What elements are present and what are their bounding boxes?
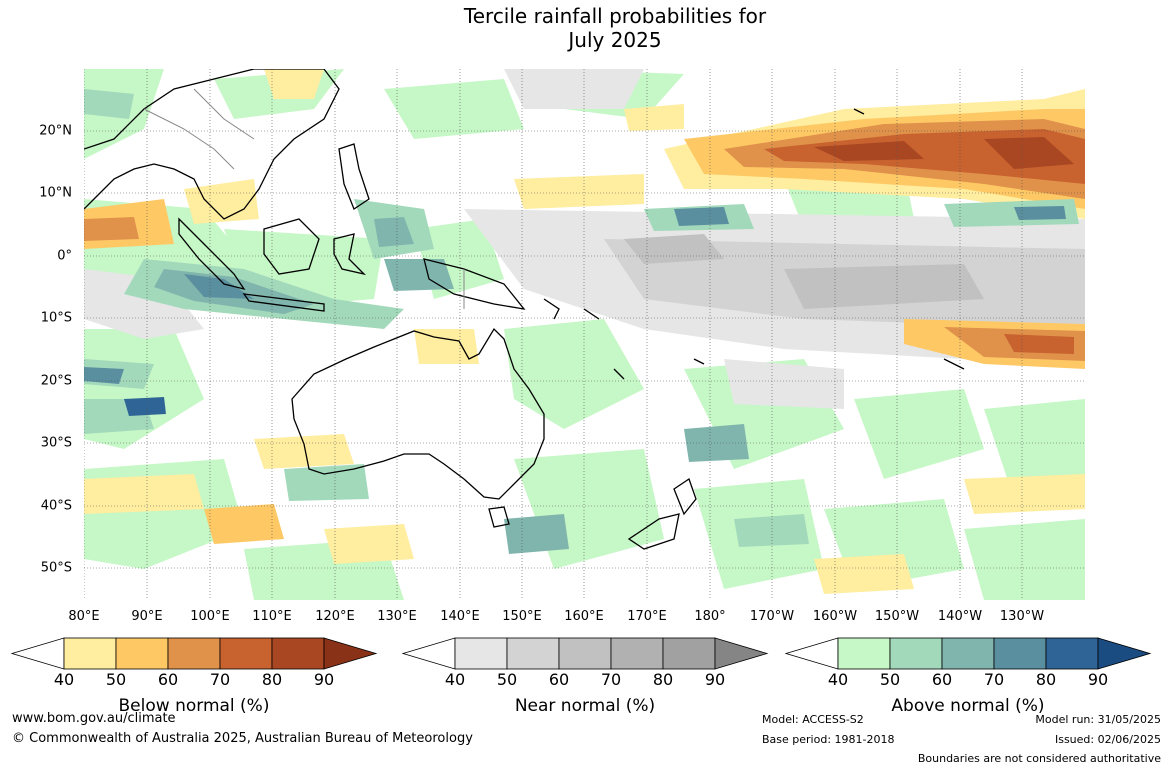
colorbar-tick-label: 50 — [496, 670, 518, 689]
map-gridlines — [84, 69, 1085, 600]
colorbar-tick-label: 80 — [261, 670, 283, 689]
colorbar-low-extension — [401, 637, 456, 670]
colorbar-tick-label: 40 — [444, 670, 466, 689]
latitude-label: 40°S — [40, 498, 72, 514]
longitude-label: 100°E — [190, 609, 230, 624]
latitude-label: 10°N — [39, 185, 72, 201]
colorbar-high-extension — [714, 637, 769, 670]
latitude-label: 10°S — [40, 310, 72, 326]
longitude-label: 160°E — [564, 609, 604, 624]
latitude-label: 20°S — [40, 373, 72, 389]
colorbar-segment — [1045, 637, 1099, 670]
longitude-label: 90°E — [131, 609, 163, 624]
colorbar-title: Below normal (%) — [118, 696, 270, 716]
latitude-label: 0° — [57, 248, 72, 264]
colorbar-tick-label: 80 — [652, 670, 674, 689]
colorbar-segment — [219, 637, 273, 670]
colorbar-tick-label: 40 — [827, 670, 849, 689]
colorbar-tick-label: 70 — [983, 670, 1005, 689]
longitude-label: 150°E — [502, 609, 542, 624]
colorbar-tick-label: 90 — [313, 670, 335, 689]
colorbar-segment — [454, 637, 508, 670]
colorbar-segment — [115, 637, 169, 670]
longitude-label: 140°E — [440, 609, 480, 624]
footer-copyright: © Commonwealth of Australia 2025, Austra… — [12, 731, 473, 746]
below-normal-regions — [84, 69, 1085, 594]
footer-issued: Issued: 02/06/2025 — [1054, 733, 1161, 746]
colorbar-tick-label: 90 — [1087, 670, 1109, 689]
footer-boundaries-note: Boundaries are not considered authoritat… — [917, 752, 1161, 765]
map-title-line-2: July 2025 — [568, 28, 662, 52]
colorbar-segment — [558, 637, 612, 670]
above-normal-strong-regions — [84, 89, 1079, 554]
colorbar — [401, 637, 769, 670]
longitude-label: 160°W — [812, 609, 858, 624]
colorbar-segment — [167, 637, 221, 670]
colorbar-high-extension — [1097, 637, 1152, 670]
footer-base-period: Base period: 1981-2018 — [762, 733, 895, 746]
longitude-label: 110°E — [252, 609, 292, 624]
colorbar-tick-label: 60 — [548, 670, 570, 689]
colorbar — [784, 637, 1152, 670]
longitude-label: 130°E — [377, 609, 417, 624]
colorbar-low-extension — [784, 637, 839, 670]
colorbar-segment — [271, 637, 325, 670]
longitude-label: 180° — [694, 609, 726, 624]
colorbar-segment — [506, 637, 560, 670]
colorbar-tick-label: 50 — [879, 670, 901, 689]
coastlines — [84, 69, 965, 550]
longitude-label: 120°E — [315, 609, 355, 624]
footer-model: Model: ACCESS-S2 — [762, 713, 864, 726]
colorbar-segment — [63, 637, 117, 670]
map-canvas — [84, 69, 1085, 600]
colorbar — [10, 637, 378, 670]
colorbar-tick-label: 40 — [53, 670, 75, 689]
country-borders — [143, 88, 465, 309]
colorbar-tick-label: 80 — [1035, 670, 1057, 689]
colorbar-segment — [993, 637, 1047, 670]
colorbar-tick-label: 50 — [105, 670, 127, 689]
longitude-label: 140°W — [937, 609, 983, 624]
latitude-label: 50°S — [40, 560, 72, 576]
colorbar-tick-label: 60 — [157, 670, 179, 689]
latitude-label: 20°N — [39, 123, 72, 139]
footer-model-run: Model run: 31/05/2025 — [1035, 713, 1161, 726]
footer-website[interactable]: www.bom.gov.au/climate — [12, 711, 176, 726]
colorbar-title: Above normal (%) — [891, 696, 1045, 716]
colorbar-graphic — [784, 637, 1152, 670]
longitude-label: 130°W — [999, 609, 1045, 624]
colorbar-tick-label: 60 — [931, 670, 953, 689]
colorbar-segment — [662, 637, 716, 670]
longitude-label: 170°W — [749, 609, 795, 624]
colorbar-segment — [889, 637, 943, 670]
colorbar-low-extension — [10, 637, 65, 670]
colorbar-graphic — [10, 637, 378, 670]
latitude-label: 30°S — [40, 435, 72, 451]
map-title-line-1: Tercile rainfall probabilities for — [463, 4, 767, 28]
colorbar-high-extension — [323, 637, 378, 670]
colorbar-segment — [837, 637, 891, 670]
longitude-label: 150°W — [874, 609, 920, 624]
colorbar-segment — [610, 637, 664, 670]
map-title: Tercile rainfall probabilities for July … — [0, 4, 1173, 52]
colorbar-title: Near normal (%) — [514, 696, 656, 716]
longitude-label: 170°E — [627, 609, 667, 624]
longitude-label: 80°E — [68, 609, 100, 624]
colorbar-segment — [941, 637, 995, 670]
probability-map — [84, 69, 1085, 600]
colorbar-tick-label: 70 — [209, 670, 231, 689]
colorbar-graphic — [401, 637, 769, 670]
colorbar-tick-label: 70 — [600, 670, 622, 689]
colorbar-tick-label: 90 — [704, 670, 726, 689]
